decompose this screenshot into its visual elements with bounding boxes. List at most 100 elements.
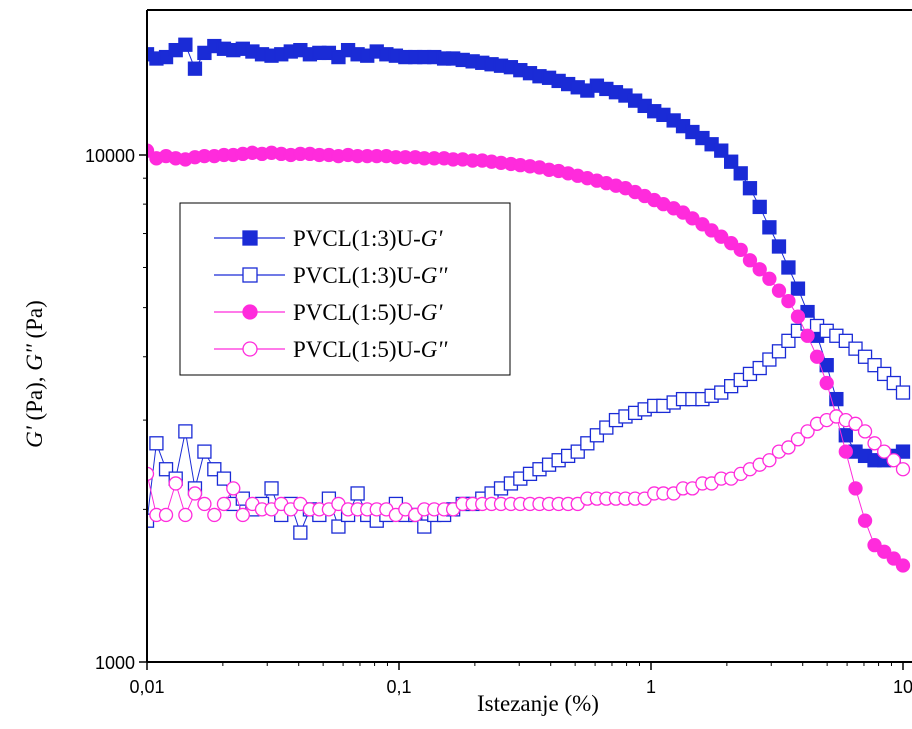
data-point: [733, 242, 748, 258]
data-point: [742, 253, 758, 268]
legend-label-variable: G': [421, 226, 444, 251]
data-point: [829, 391, 844, 407]
data-point: [742, 181, 758, 196]
data-point: [886, 453, 901, 468]
legend-item: PVCL(1:3)U-G'': [214, 263, 448, 288]
series-3: [147, 143, 911, 573]
data-point: [781, 440, 796, 455]
data-point: [178, 507, 193, 523]
data-point: [752, 199, 767, 215]
data-point: [724, 154, 739, 169]
data-point: [714, 229, 729, 244]
data-point: [178, 37, 193, 52]
legend-label-variable: G'': [421, 337, 449, 362]
data-point: [857, 513, 873, 528]
data-point: [895, 444, 911, 459]
legend-label-prefix: PVCL(1:5)U-: [293, 337, 421, 362]
data-point: [867, 538, 882, 553]
data-point: [235, 507, 250, 523]
legend-box: [179, 202, 511, 376]
data-point: [762, 220, 777, 235]
y-axis-title-unit1: (Pa),: [22, 371, 47, 427]
data-point: [771, 344, 787, 359]
legend-label-variable: G': [421, 300, 444, 325]
data-point: [264, 481, 279, 496]
y-tick-label: 10000: [85, 146, 135, 166]
legend-marker: [242, 267, 258, 283]
data-point: [895, 558, 911, 573]
y-axis-title-g1: G': [22, 425, 47, 448]
x-tick-label: 0,1: [386, 677, 411, 697]
legend-item: PVCL(1:3)U-G': [214, 226, 443, 251]
axes: [139, 9, 912, 670]
legend-label: PVCL(1:5)U-G': [293, 300, 443, 325]
y-tick-label: 1000: [95, 653, 135, 673]
x-axis-title: Istezanje (%): [477, 691, 599, 716]
data-point: [752, 262, 767, 277]
legend-marker: [242, 230, 258, 246]
y-axis-title-g2: G'': [22, 343, 47, 371]
data-point: [790, 281, 806, 296]
data-point: [857, 424, 873, 439]
data-point: [819, 375, 834, 391]
legend-marker: [242, 304, 258, 320]
legend-label: PVCL(1:3)U-G'': [293, 263, 448, 288]
tick-labels: 0,01 0,1 1 10 1000 10000: [85, 146, 912, 697]
y-axis-title: G' (Pa), G'' (Pa): [22, 300, 47, 448]
data-point: [877, 544, 892, 559]
data-point: [762, 271, 777, 286]
data-point: [187, 61, 203, 76]
data-point: [771, 283, 787, 298]
data-point: [149, 436, 164, 451]
data-point: [216, 471, 232, 486]
data-point: [895, 462, 911, 477]
data-point: [147, 466, 155, 482]
series-layer: [147, 37, 911, 573]
data-point: [848, 481, 863, 496]
x-tick-label: 0,01: [129, 677, 164, 697]
data-point: [790, 309, 806, 324]
legend-label: PVCL(1:3)U-G': [293, 226, 443, 251]
data-point: [800, 424, 815, 439]
data-point: [216, 496, 232, 512]
x-tick-label: 10: [893, 677, 912, 697]
series-4: [147, 409, 911, 523]
data-point: [293, 525, 308, 540]
data-point: [331, 519, 346, 534]
legend-item: PVCL(1:5)U-G'': [214, 337, 448, 362]
series-1: [147, 37, 911, 468]
data-point: [178, 424, 193, 439]
data-point: [207, 507, 222, 523]
data-point: [714, 143, 729, 158]
data-point: [724, 236, 739, 251]
data-point: [838, 444, 853, 459]
data-point: [733, 166, 748, 181]
data-point: [226, 481, 241, 496]
data-point: [350, 486, 365, 501]
data-point: [790, 432, 806, 447]
data-point: [781, 260, 796, 275]
data-point: [867, 436, 882, 451]
legend-label-prefix: PVCL(1:3)U-: [293, 226, 421, 251]
legend-label-prefix: PVCL(1:3)U-: [293, 263, 421, 288]
data-point: [168, 476, 183, 491]
data-point: [187, 486, 203, 501]
data-point: [877, 444, 892, 459]
legend: PVCL(1:3)U-G'PVCL(1:3)U-G''PVCL(1:5)U-G'…: [179, 202, 511, 376]
data-point: [848, 416, 863, 431]
data-point: [417, 519, 432, 534]
y-axis-title-unit2: (Pa): [22, 300, 47, 344]
legend-marker: [242, 341, 258, 357]
data-point: [771, 239, 787, 254]
data-point: [158, 507, 174, 523]
legend-label: PVCL(1:5)U-G'': [293, 337, 448, 362]
legend-item: PVCL(1:5)U-G': [214, 300, 443, 325]
data-point: [895, 385, 911, 400]
legend-label-variable: G'': [421, 263, 449, 288]
legend-label-prefix: PVCL(1:5)U-: [293, 300, 421, 325]
data-point: [197, 444, 212, 459]
x-tick-label: 1: [646, 677, 656, 697]
data-point: [197, 496, 212, 512]
data-point: [800, 328, 815, 343]
